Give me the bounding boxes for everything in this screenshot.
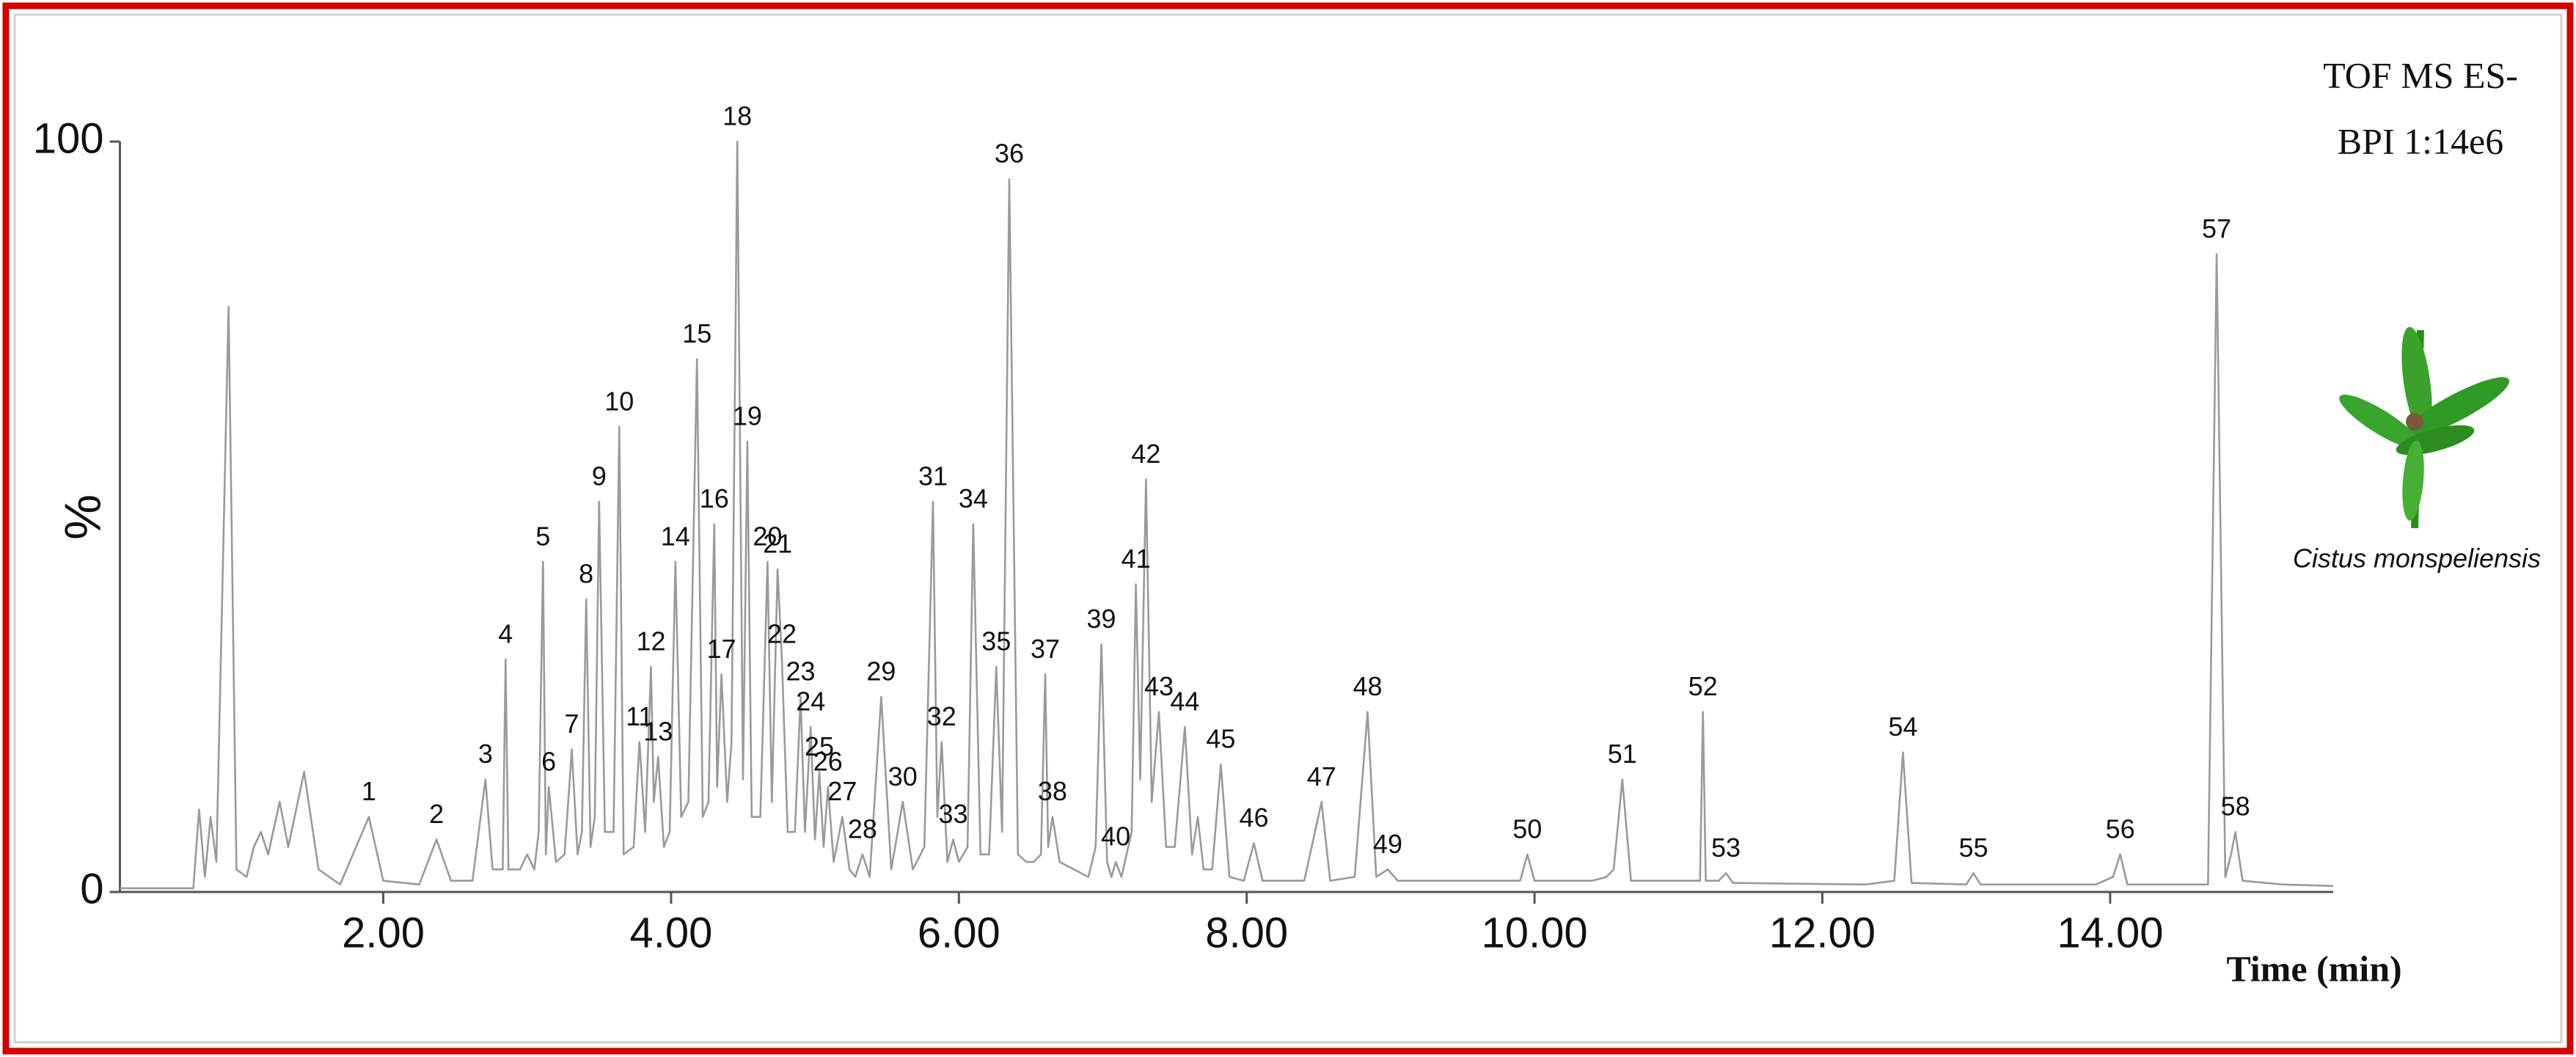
peak-label: 49 bbox=[1373, 829, 1402, 859]
peak-label: 55 bbox=[1958, 833, 1988, 863]
peak-label: 36 bbox=[995, 139, 1024, 169]
peak-label: 8 bbox=[579, 559, 593, 589]
peak-label: 20 bbox=[753, 521, 782, 551]
y-tick-label: 100 bbox=[33, 114, 104, 162]
x-axis-label: Time (min) bbox=[2226, 948, 2401, 989]
peak-label: 52 bbox=[1688, 671, 1718, 701]
peak-label: 29 bbox=[866, 656, 896, 687]
annotation: Cistus monspeliensis bbox=[2293, 544, 2541, 574]
peak-label: 12 bbox=[636, 626, 665, 656]
peak-label: 13 bbox=[643, 716, 673, 746]
peak-label: 53 bbox=[1711, 833, 1741, 863]
peak-label: 16 bbox=[700, 483, 729, 513]
x-tick-label: 14.00 bbox=[2057, 909, 2163, 957]
peak-label: 32 bbox=[927, 701, 956, 731]
peak-label: 38 bbox=[1038, 776, 1067, 806]
plant-icon bbox=[2339, 326, 2510, 529]
peak-label: 30 bbox=[888, 761, 918, 791]
y-tick-label: 0 bbox=[80, 865, 103, 912]
peak-label: 33 bbox=[938, 799, 967, 829]
peak-label: 6 bbox=[541, 746, 556, 776]
peak-label: 37 bbox=[1031, 634, 1060, 664]
peak-label: 51 bbox=[1608, 739, 1637, 769]
peak-label: 21 bbox=[763, 529, 792, 559]
x-tick-label: 4.00 bbox=[629, 909, 712, 957]
peak-label: 17 bbox=[707, 634, 736, 664]
peak-label: 22 bbox=[767, 618, 797, 648]
peak-label: 54 bbox=[1888, 712, 1917, 742]
peak-label: 57 bbox=[2202, 213, 2231, 244]
peak-label: 58 bbox=[2221, 791, 2250, 822]
peak-label: 26 bbox=[813, 746, 843, 776]
peak-label: 40 bbox=[1101, 822, 1130, 852]
x-tick-label: 12.00 bbox=[1769, 909, 1876, 957]
peak-label: 18 bbox=[722, 101, 752, 131]
annotation: TOF MS ES- bbox=[2323, 54, 2518, 95]
peak-label: 7 bbox=[565, 709, 579, 739]
peak-label: 31 bbox=[918, 461, 948, 491]
peak-label: 3 bbox=[478, 739, 493, 769]
peak-label: 11 bbox=[626, 701, 653, 731]
peak-label: 5 bbox=[535, 521, 550, 551]
peak-label: 43 bbox=[1144, 671, 1174, 701]
inner-frame bbox=[13, 13, 2563, 1044]
peak-label: 15 bbox=[682, 318, 711, 348]
peak-label: 34 bbox=[959, 483, 988, 513]
peak-label: 39 bbox=[1087, 604, 1116, 634]
peak-label: 35 bbox=[981, 626, 1011, 656]
peak-label: 4 bbox=[498, 618, 513, 648]
peak-label: 19 bbox=[733, 401, 762, 431]
peak-label: 10 bbox=[604, 386, 634, 416]
peak-label: 48 bbox=[1353, 671, 1382, 701]
x-tick-label: 8.00 bbox=[1205, 909, 1288, 957]
x-tick-label: 10.00 bbox=[1482, 909, 1588, 957]
peak-label: 23 bbox=[786, 656, 815, 687]
peak-label: 42 bbox=[1131, 439, 1160, 469]
peak-label: 44 bbox=[1170, 686, 1199, 716]
peak-label: 2 bbox=[429, 799, 444, 829]
x-tick-label: 6.00 bbox=[918, 909, 1000, 957]
peak-label: 56 bbox=[2106, 813, 2135, 844]
trace bbox=[120, 140, 2334, 890]
peak-label: 9 bbox=[592, 461, 607, 491]
peak-label: 50 bbox=[1512, 813, 1542, 844]
peak-label: 24 bbox=[796, 686, 825, 716]
annotation: BPI 1:14e6 bbox=[2338, 120, 2503, 161]
peak-label: 1 bbox=[362, 776, 376, 806]
x-tick-label: 2.00 bbox=[342, 909, 425, 957]
peak-label: 47 bbox=[1307, 761, 1336, 791]
peak-label: 28 bbox=[848, 813, 877, 844]
peak-label: 14 bbox=[661, 521, 690, 551]
peak-label: 46 bbox=[1240, 802, 1269, 833]
peak-label: 41 bbox=[1121, 544, 1151, 574]
peak-label: 25 bbox=[805, 731, 834, 761]
peak-label: 45 bbox=[1206, 724, 1235, 754]
y-axis-label: % bbox=[54, 494, 111, 540]
peak-label: 27 bbox=[827, 776, 857, 806]
